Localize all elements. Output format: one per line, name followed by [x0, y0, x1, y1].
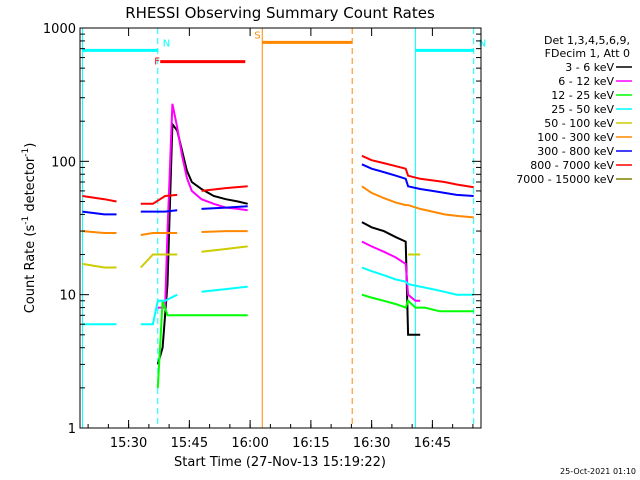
legend-header-line-1: Det 1,3,4,5,6,9,: [544, 34, 630, 47]
chart-title: RHESSI Observing Summary Count Rates: [125, 4, 435, 22]
series-line: [201, 245, 248, 253]
series-line: [361, 154, 474, 189]
series-line: [140, 253, 178, 269]
series-line: [156, 300, 248, 388]
legend-label: 6 - 12 keV: [558, 75, 614, 88]
series-line: [157, 103, 248, 309]
series-line: [361, 266, 474, 296]
series-line: [140, 293, 178, 326]
series-line: [361, 240, 421, 302]
legend-label: 7000 - 15000 keV: [516, 173, 614, 186]
legend-label: 25 - 50 keV: [551, 103, 614, 116]
y-tick-label: 1000: [43, 22, 76, 37]
timestamp: 25-Oct-2021 01:10: [560, 467, 636, 476]
y-tick-label: 1: [68, 422, 76, 437]
series-line: [361, 163, 474, 197]
flag-label: F: [154, 57, 160, 68]
y-tick-label: 100: [51, 155, 76, 170]
x-tick-label: 15:30: [110, 436, 147, 451]
series-line: [361, 221, 421, 336]
series-line: [361, 293, 474, 313]
flag-label: N: [163, 38, 170, 49]
legend: Det 1,3,4,5,6,9, FDecim 1, Att 0 3 - 6 k…: [516, 34, 632, 186]
y-axis-label: Count Rate (s-1 detector-1): [21, 143, 38, 314]
series-line: [201, 285, 248, 293]
plot-frame: [79, 27, 482, 429]
legend-label: 100 - 300 keV: [537, 131, 614, 144]
legend-label: 300 - 800 keV: [537, 145, 614, 158]
series-line: [82, 230, 117, 234]
series-line: [140, 209, 178, 213]
legend-label: 12 - 25 keV: [551, 89, 614, 102]
legend-label: 3 - 6 keV: [565, 61, 614, 74]
series-line: [201, 230, 248, 233]
x-tick-label: 16:00: [231, 436, 268, 451]
series-line: [140, 232, 178, 236]
x-tick-label: 15:45: [171, 436, 208, 451]
series-line: [140, 193, 178, 205]
x-tick-label: 16:30: [353, 436, 390, 451]
legend-header-line-2: FDecim 1, Att 0: [545, 47, 630, 60]
flag-label: S: [254, 30, 260, 41]
series-line: [361, 185, 474, 219]
series-line: [82, 210, 117, 216]
x-tick-label: 16:15: [292, 436, 329, 451]
series-line: [82, 195, 117, 203]
x-tick-label: 16:45: [414, 436, 451, 451]
y-tick-label: 10: [59, 289, 76, 304]
series-line: [201, 205, 248, 210]
legend-label: 50 - 100 keV: [544, 117, 614, 130]
flag-label: N: [479, 38, 486, 49]
series-line: [201, 185, 248, 192]
legend-label: 800 - 7000 keV: [530, 159, 614, 172]
x-axis-label: Start Time (27-Nov-13 15:19:22): [174, 455, 386, 470]
series-line: [82, 262, 117, 269]
series-line: [156, 121, 248, 365]
